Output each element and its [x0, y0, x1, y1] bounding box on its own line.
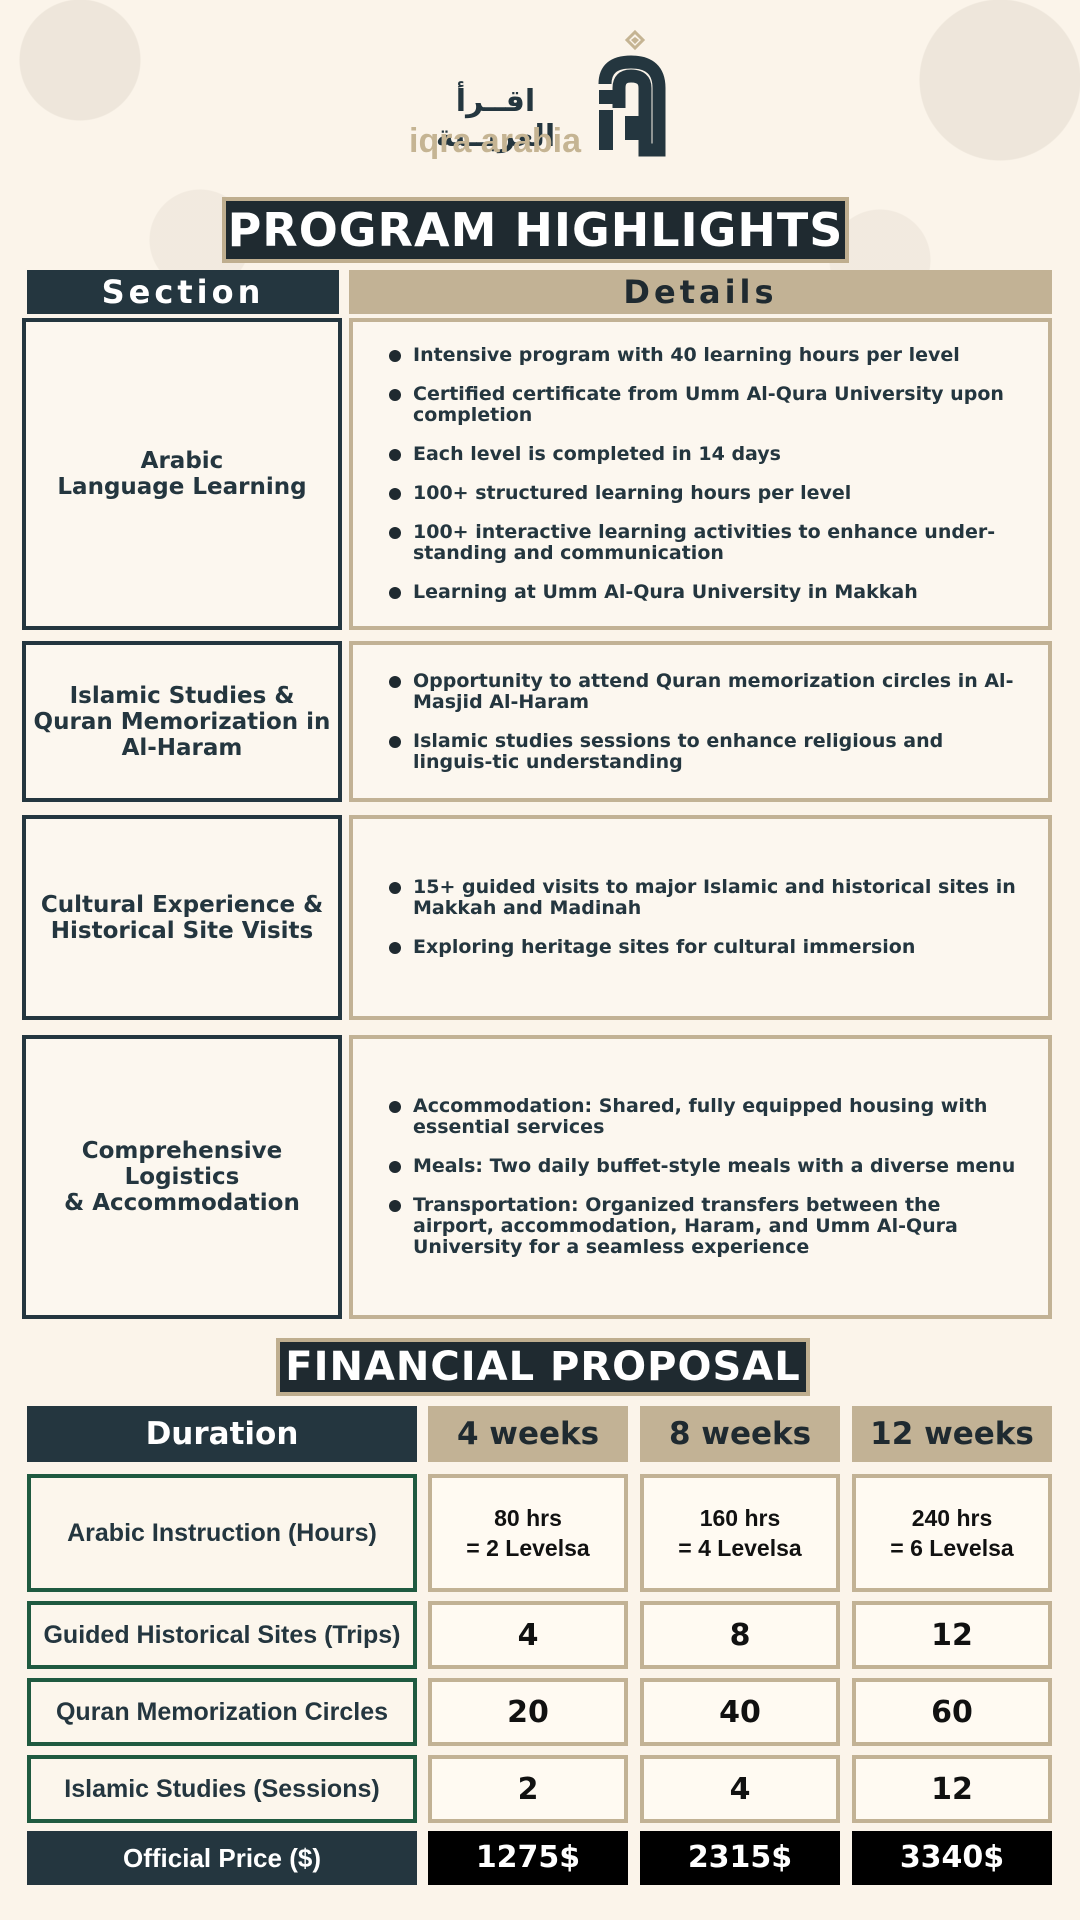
table-cell: 8: [640, 1601, 840, 1669]
logo-english-text: iqra arabia: [409, 122, 581, 160]
table-cell: 40: [640, 1678, 840, 1746]
list-item: Exploring heritage sites for cultural im…: [389, 937, 1018, 958]
official-price-label: Official Price ($): [27, 1831, 417, 1885]
table-cell: 160 hrs = 4 Levelsa: [640, 1474, 840, 1592]
list-item: 100+ structured learning hours per level: [389, 483, 1018, 504]
details-logistics-accommodation: Accommodation: Shared, fully equipped ho…: [349, 1035, 1052, 1319]
table-cell: 80 hrs = 2 Levelsa: [428, 1474, 628, 1592]
details-list: Opportunity to attend Quran memorization…: [389, 663, 1018, 781]
details-list: Intensive program with 40 learning hours…: [389, 337, 1018, 611]
list-item: Accommodation: Shared, fully equipped ho…: [389, 1096, 1018, 1138]
list-item: Meals: Two daily buffet-style meals with…: [389, 1156, 1018, 1177]
section-arabic-language-learning: Arabic Language Learning: [22, 318, 342, 630]
details-column-header: Details: [349, 270, 1052, 314]
table-cell: 60: [852, 1678, 1052, 1746]
list-item: Each level is completed in 14 days: [389, 444, 1018, 465]
table-cell: 240 hrs = 6 Levelsa: [852, 1474, 1052, 1592]
program-highlights-title: PROGRAM HIGHLIGHTS: [222, 197, 849, 263]
list-item: 100+ interactive learning activities to …: [389, 522, 1018, 564]
details-list: Accommodation: Shared, fully equipped ho…: [389, 1088, 1018, 1266]
row-label-guided-sites: Guided Historical Sites (Trips): [27, 1601, 417, 1669]
details-list: 15+ guided visits to major Islamic and h…: [389, 869, 1018, 966]
section-cultural-experience: Cultural Experience & Historical Site Vi…: [22, 815, 342, 1020]
iqra-arabia-logo: اقــرأ العربــية iqra arabia: [405, 28, 675, 160]
details-cultural-experience: 15+ guided visits to major Islamic and h…: [349, 815, 1052, 1020]
row-label-quran-circles: Quran Memorization Circles: [27, 1678, 417, 1746]
list-item: 15+ guided visits to major Islamic and h…: [389, 877, 1018, 919]
table-cell: 4: [640, 1755, 840, 1823]
financial-proposal-title: FINANCIAL PROPOSAL: [276, 1338, 810, 1396]
list-item: Learning at Umm Al-Qura University in Ma…: [389, 582, 1018, 603]
section-column-header: Section: [27, 270, 339, 314]
section-islamic-studies: Islamic Studies & Quran Memorization in …: [22, 641, 342, 802]
header-4-weeks: 4 weeks: [428, 1406, 628, 1462]
price-4-weeks: 1275$: [428, 1831, 628, 1885]
row-label-arabic-instruction: Arabic Instruction (Hours): [27, 1474, 417, 1592]
logo-arabic-text: اقــرأ العربــية: [435, 84, 556, 154]
section-logistics-accommodation: Comprehensive Logistics & Accommodation: [22, 1035, 342, 1319]
list-item: Transportation: Organized transfers betw…: [389, 1195, 1018, 1258]
details-arabic-language-learning: Intensive program with 40 learning hours…: [349, 318, 1052, 630]
table-cell: 4: [428, 1601, 628, 1669]
logo-mark-icon: [598, 29, 666, 157]
header-8-weeks: 8 weeks: [640, 1406, 840, 1462]
price-8-weeks: 2315$: [640, 1831, 840, 1885]
price-12-weeks: 3340$: [852, 1831, 1052, 1885]
header-12-weeks: 12 weeks: [852, 1406, 1052, 1462]
duration-header: Duration: [27, 1406, 417, 1462]
table-cell: 12: [852, 1601, 1052, 1669]
details-islamic-studies: Opportunity to attend Quran memorization…: [349, 641, 1052, 802]
list-item: Certified certificate from Umm Al-Qura U…: [389, 384, 1018, 426]
list-item: Intensive program with 40 learning hours…: [389, 345, 1018, 366]
table-cell: 12: [852, 1755, 1052, 1823]
table-cell: 20: [428, 1678, 628, 1746]
list-item: Islamic studies sessions to enhance reli…: [389, 730, 1018, 773]
table-cell: 2: [428, 1755, 628, 1823]
row-label-islamic-studies: Islamic Studies (Sessions): [27, 1755, 417, 1823]
list-item: Opportunity to attend Quran memorization…: [389, 670, 1018, 713]
